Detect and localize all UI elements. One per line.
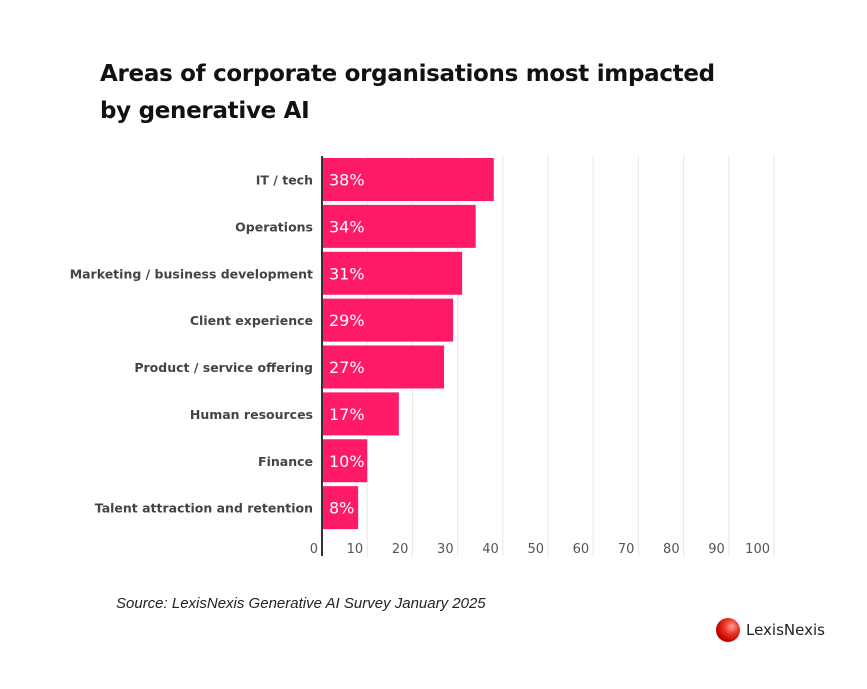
x-tick-label: 10 [347,542,364,557]
x-tick-label: 100 [745,542,770,557]
category-label: Client experience [190,313,313,328]
category-label: Marketing / business development [70,266,313,281]
bar [322,439,368,483]
category-label: Talent attraction and retention [95,501,313,516]
x-tick-label: 90 [708,542,725,557]
category-label: Product / service offering [134,360,313,375]
bar [322,345,445,389]
bar [322,486,359,530]
bar [322,392,399,436]
category-label: IT / tech [256,173,313,188]
data-label: 38% [329,171,365,190]
x-tick-label: 50 [527,542,544,557]
logo-text: LexisNexis [746,621,825,639]
x-tick-label: 70 [618,542,635,557]
data-label: 29% [329,311,365,330]
bar [322,158,494,201]
lexisnexis-logo-icon [716,618,740,642]
source-note: Source: LexisNexis Generative AI Survey … [116,595,486,612]
x-tick-label: 0 [310,542,318,557]
x-tick-label: 60 [573,542,590,557]
data-label: 34% [329,217,365,236]
data-label: 10% [329,452,365,471]
data-label: 31% [329,264,365,283]
category-label: Finance [258,454,313,469]
x-tick-label: 20 [392,542,409,557]
bar [322,204,476,248]
data-label: 27% [329,358,365,377]
chart-title: Areas of corporate organisations most im… [100,61,715,124]
bar [322,251,463,295]
category-label: Operations [235,219,313,234]
x-tick-label: 80 [663,542,680,557]
category-label: Human resources [190,407,313,422]
bar [322,298,454,342]
x-tick-label: 30 [437,542,454,557]
lexisnexis-logo: LexisNexis [716,618,825,642]
x-tick-label: 40 [482,542,499,557]
data-label: 17% [329,405,365,424]
data-label: 8% [329,499,354,518]
